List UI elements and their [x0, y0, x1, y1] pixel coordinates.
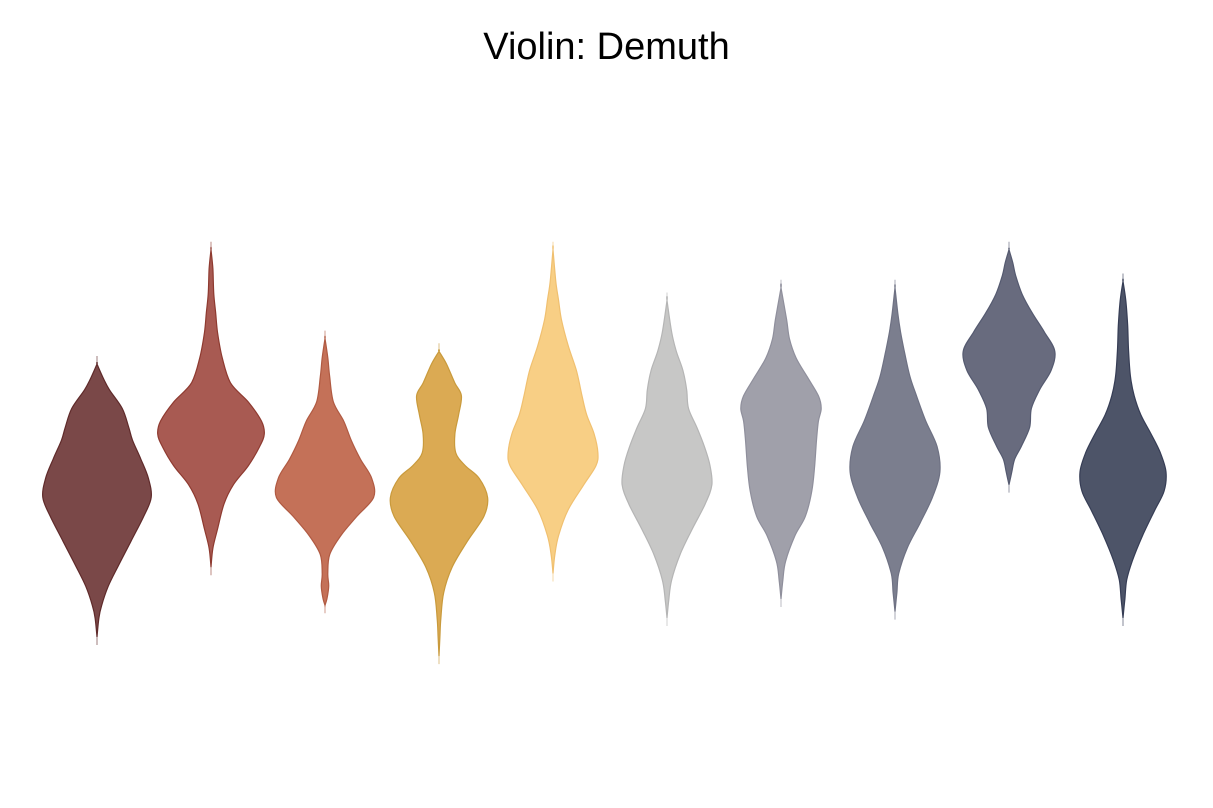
violin-8	[849, 279, 941, 620]
violin-5	[507, 241, 599, 582]
violin-6	[621, 292, 713, 626]
violin-1	[42, 356, 152, 646]
violin-9-body	[962, 247, 1056, 485]
violin-2	[157, 241, 265, 576]
violin-10-body	[1079, 278, 1167, 619]
chart-title: Violin: Demuth	[483, 26, 730, 68]
violin-9	[962, 241, 1056, 493]
violin-4-body	[389, 349, 489, 657]
violin-2-body	[157, 246, 265, 568]
violin-3-body	[274, 335, 376, 608]
violin-10	[1079, 273, 1167, 626]
violin-5-body	[507, 245, 599, 574]
violin-1-body	[42, 361, 152, 638]
violin-6-body	[621, 295, 713, 619]
violin-7-body	[740, 283, 822, 600]
violin-3	[274, 330, 376, 614]
violin-8-body	[849, 284, 941, 612]
violin-4	[389, 343, 489, 665]
violin-7	[740, 279, 822, 607]
